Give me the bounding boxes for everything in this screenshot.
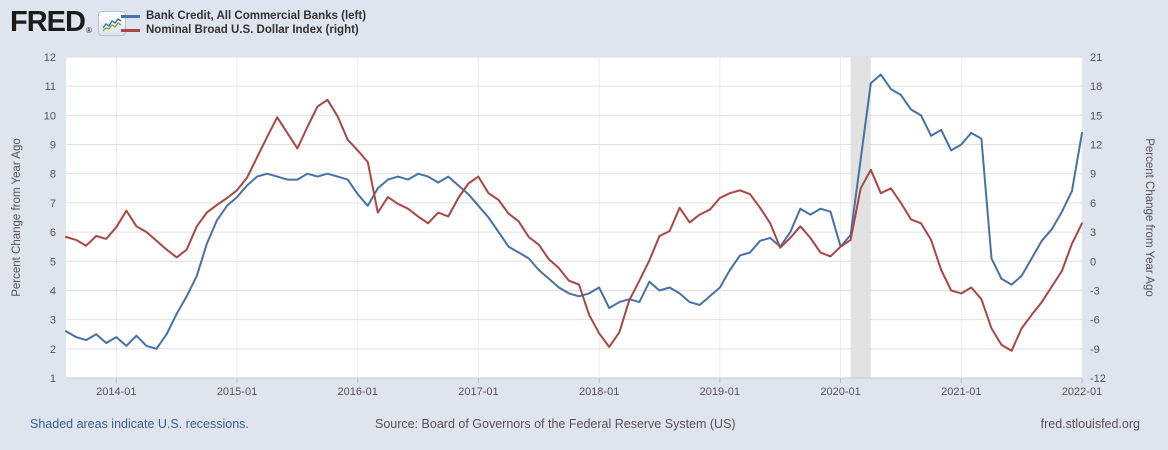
left-tick-label: 2 — [50, 344, 56, 356]
left-tick-label: 12 — [44, 52, 56, 64]
x-tick-label: 2020-01 — [820, 386, 860, 398]
left-tick-label: 6 — [50, 227, 56, 239]
right-tick-label: -12 — [1090, 373, 1106, 385]
legend-label: Bank Credit, All Commercial Banks (left) — [146, 10, 367, 22]
left-tick-label: 7 — [50, 198, 56, 210]
site-url: fred.stlouisfed.org — [1040, 417, 1140, 431]
right-tick-label: 0 — [1090, 256, 1096, 268]
right-tick-label: 6 — [1090, 198, 1096, 210]
x-tick-label: 2021-01 — [941, 386, 981, 398]
series-line-dollar-index[interactable] — [65, 98, 1083, 352]
right-axis-title: Percent Change from Year Ago — [1143, 138, 1155, 297]
x-tick-label: 2015-01 — [217, 386, 257, 398]
chart-legend: Bank Credit, All Commercial Banks (left)… — [121, 9, 366, 37]
right-tick-label: 15 — [1090, 110, 1102, 122]
recession-band — [850, 57, 871, 378]
registered-mark: ® — [85, 26, 92, 35]
left-tick-label: 9 — [50, 140, 56, 152]
left-tick-label: 8 — [50, 169, 56, 181]
left-tick-label: 4 — [50, 285, 56, 297]
x-axis: 2014-01 2015-01 2016-01 2017-01 2018-01 2019-… — [96, 57, 1102, 398]
right-tick-label: 3 — [1090, 227, 1096, 239]
legend-line-swatch-blue — [121, 14, 140, 18]
right-tick-label: -6 — [1090, 315, 1100, 327]
left-axis-title: Percent Change from Year Ago — [11, 138, 23, 297]
legend-label: Nominal Broad U.S. Dollar Index (right) — [146, 24, 359, 36]
x-tick-label: 2022-01 — [1062, 386, 1102, 398]
left-tick-label: 3 — [50, 315, 56, 327]
x-tick-label: 2017-01 — [458, 386, 498, 398]
left-tick-label: 10 — [44, 110, 56, 122]
right-tick-label: 18 — [1090, 81, 1102, 93]
recession-note-link[interactable]: Shaded areas indicate U.S. recessions. — [30, 417, 249, 431]
left-tick-label: 11 — [45, 81, 56, 93]
right-tick-label: -9 — [1090, 344, 1100, 356]
left-tick-label: 1 — [50, 373, 56, 385]
fred-logo[interactable]: FRED ® — [10, 6, 126, 38]
legend-item-dollar-index[interactable]: Nominal Broad U.S. Dollar Index (right) — [121, 23, 366, 37]
x-tick-label: 2016-01 — [338, 386, 378, 398]
right-tick-label: 21 — [1090, 52, 1102, 64]
right-tick-label: 9 — [1090, 169, 1096, 181]
right-tick-label: -3 — [1090, 285, 1100, 297]
x-tick-label: 2018-01 — [579, 386, 619, 398]
chart-footer: Shaded areas indicate U.S. recessions. S… — [0, 413, 1168, 437]
series-line-bank-credit[interactable] — [65, 73, 1083, 350]
x-tick-label: 2014-01 — [96, 386, 136, 398]
legend-item-bank-credit[interactable]: Bank Credit, All Commercial Banks (left) — [121, 9, 366, 23]
fred-logo-text: FRED — [10, 6, 86, 38]
source-attribution: Source: Board of Governors of the Federa… — [375, 417, 736, 431]
right-tick-label: 12 — [1090, 140, 1102, 152]
x-tick-label: 2019-01 — [700, 386, 740, 398]
left-tick-label: 5 — [50, 256, 56, 268]
legend-line-swatch-red — [121, 28, 140, 32]
